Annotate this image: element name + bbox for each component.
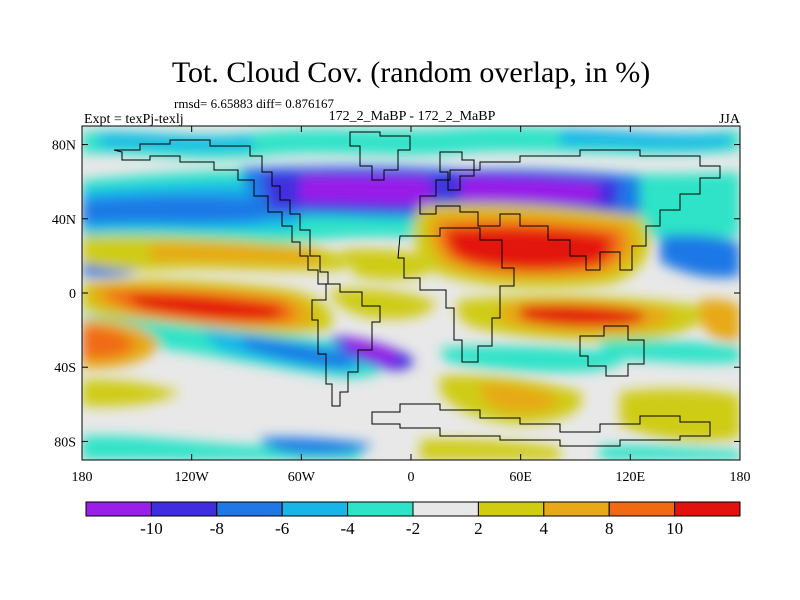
colorbar-level-label: 8 <box>605 519 614 538</box>
x-axis: 180 120W 60W 0 60E 120E 180 <box>72 126 751 485</box>
colorbar-level-label: 10 <box>666 519 683 538</box>
colorbar: -10 -8 -6 -4 -2 2 4 8 10 <box>85 501 741 538</box>
colorbar-swatch <box>347 501 414 517</box>
colorbar-level-label: -6 <box>275 519 289 538</box>
contour-field <box>82 126 740 460</box>
x-tick-label: 180 <box>72 470 93 485</box>
x-tick-label: 120E <box>616 470 646 485</box>
colorbar-level-label: 4 <box>540 519 549 538</box>
colorbar-swatch <box>608 501 676 517</box>
colorbar-level-label: -4 <box>341 519 356 538</box>
x-tick-label: 120W <box>175 470 210 485</box>
map-field <box>82 126 740 460</box>
stats-line: rmsd= 6.65883 diff= 0.876167 <box>174 96 334 111</box>
colorbar-level-label: -8 <box>210 519 224 538</box>
colorbar-swatch <box>85 501 152 517</box>
colorbar-swatch <box>150 501 218 517</box>
x-tick-label: 180 <box>730 470 751 485</box>
x-tick-label: 60E <box>509 470 532 485</box>
coastlines <box>113 131 721 447</box>
y-axis: 80N 40N 0 40S 80S <box>52 139 740 450</box>
colorbar-swatch <box>216 501 283 517</box>
x-tick-label: 60W <box>288 470 316 485</box>
season-label: JJA <box>719 112 741 127</box>
y-tick-label: 80N <box>52 139 76 154</box>
period-comparison-label: 172_2_MaBP - 172_2_MaBP <box>329 109 496 124</box>
map-title: Tot. Cloud Cov. (random overlap, in %) <box>172 56 650 89</box>
colorbar-level-label: 2 <box>474 519 483 538</box>
colorbar-swatch <box>477 501 545 517</box>
y-tick-label: 40S <box>54 361 76 376</box>
colorbar-level-label: -10 <box>140 519 163 538</box>
colorbar-level-label: -2 <box>406 519 420 538</box>
colorbar-swatch <box>281 501 349 517</box>
y-tick-label: 40N <box>52 213 76 228</box>
experiment-label: Expt = texPj-texlj <box>84 112 184 127</box>
colorbar-swatch <box>674 501 741 517</box>
colorbar-swatch <box>543 501 610 517</box>
colorbar-swatch <box>412 501 479 517</box>
x-tick-label: 0 <box>408 470 415 485</box>
y-tick-label: 80S <box>54 435 76 450</box>
y-tick-label: 0 <box>69 287 76 302</box>
